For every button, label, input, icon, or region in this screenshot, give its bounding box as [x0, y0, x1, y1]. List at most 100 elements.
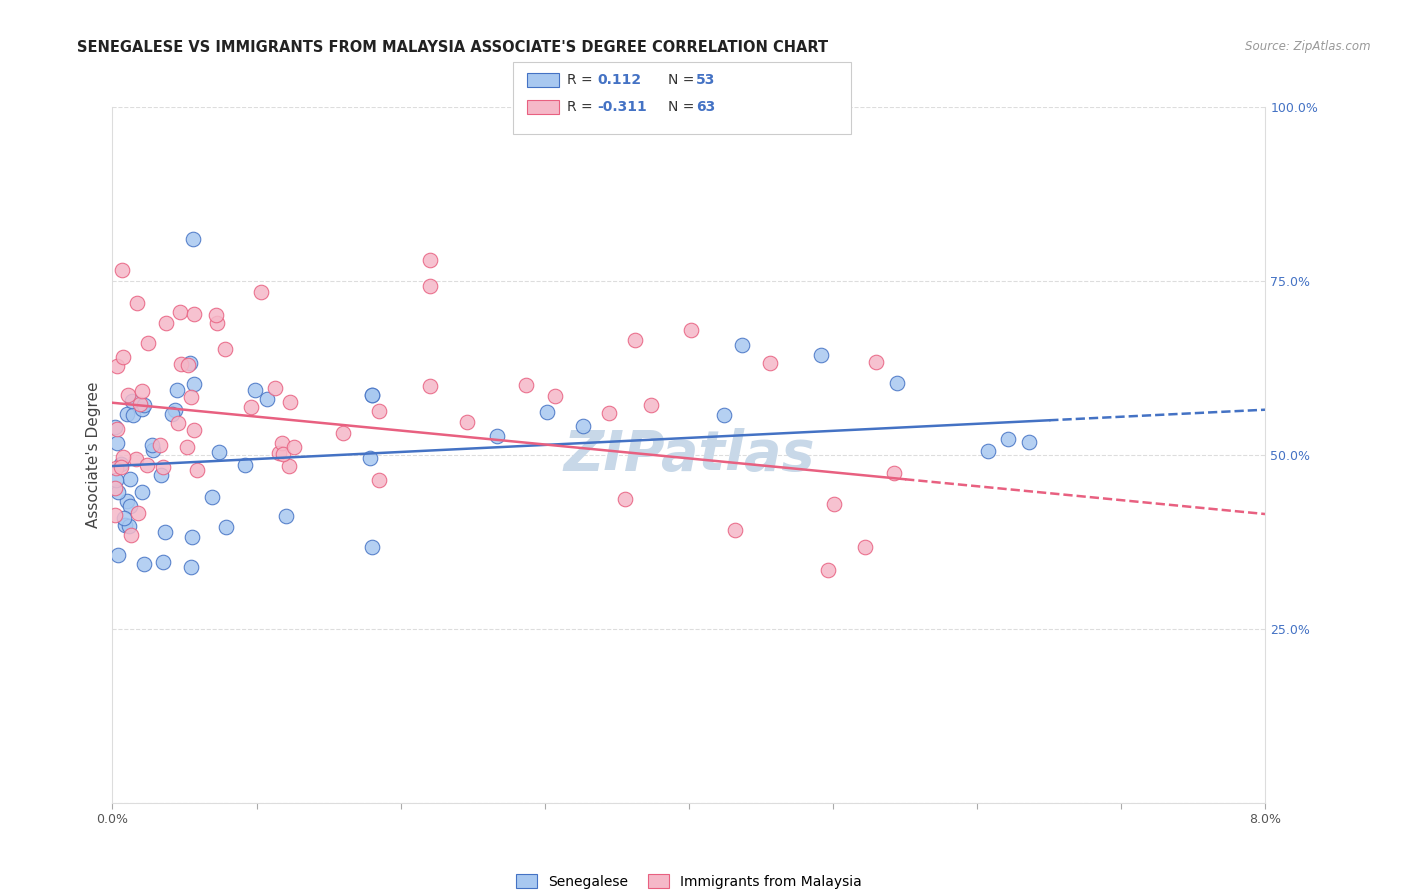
- Point: [1018, 434, 1040, 449]
- Point: [166, 383, 188, 397]
- Point: [142, 442, 165, 457]
- Point: [110, 459, 132, 474]
- Point: [104, 473, 127, 487]
- Point: [886, 376, 908, 391]
- Point: [131, 402, 153, 417]
- Point: [132, 558, 155, 572]
- Text: SENEGALESE VS IMMIGRANTS FROM MALAYSIA ASSOCIATE'S DEGREE CORRELATION CHART: SENEGALESE VS IMMIGRANTS FROM MALAYSIA A…: [77, 40, 828, 55]
- Point: [759, 356, 782, 370]
- Point: [112, 510, 135, 524]
- Point: [724, 524, 747, 538]
- Point: [456, 415, 478, 429]
- Point: [105, 422, 128, 436]
- Text: R =: R =: [567, 100, 596, 114]
- Point: [160, 407, 183, 421]
- Point: [125, 451, 148, 466]
- Point: [121, 393, 143, 408]
- Point: [235, 458, 257, 472]
- Point: [104, 481, 127, 495]
- Point: [181, 530, 204, 544]
- Text: -0.311: -0.311: [598, 100, 647, 114]
- Point: [853, 540, 876, 554]
- Point: [486, 428, 509, 442]
- Legend: Senegalese, Immigrants from Malaysia: Senegalese, Immigrants from Malaysia: [510, 869, 868, 892]
- Point: [176, 359, 198, 373]
- Point: [183, 307, 205, 321]
- Point: [204, 308, 226, 322]
- Point: [120, 528, 142, 542]
- Point: [170, 357, 193, 371]
- Point: [169, 305, 191, 319]
- Text: N =: N =: [668, 100, 699, 114]
- Point: [127, 506, 149, 520]
- Point: [215, 520, 238, 534]
- Point: [115, 407, 138, 421]
- Point: [368, 473, 391, 487]
- Point: [360, 387, 382, 401]
- Point: [183, 377, 205, 392]
- Point: [131, 384, 153, 398]
- Point: [114, 517, 136, 532]
- Point: [823, 497, 845, 511]
- Point: [107, 485, 129, 500]
- Point: [131, 484, 153, 499]
- Point: [179, 356, 201, 370]
- Text: R =: R =: [567, 73, 596, 87]
- Point: [283, 440, 305, 454]
- Point: [598, 406, 620, 420]
- Point: [117, 388, 139, 402]
- Point: [111, 350, 134, 364]
- Point: [256, 392, 278, 407]
- Point: [208, 445, 231, 459]
- Point: [640, 398, 662, 412]
- Point: [273, 447, 295, 461]
- Point: [419, 379, 441, 393]
- Point: [125, 296, 148, 310]
- Point: [115, 494, 138, 508]
- Point: [136, 458, 159, 472]
- Point: [267, 446, 290, 460]
- Text: N =: N =: [668, 73, 699, 87]
- Point: [111, 450, 134, 464]
- Point: [276, 508, 298, 523]
- Point: [360, 388, 382, 402]
- Point: [186, 463, 208, 477]
- Point: [149, 438, 172, 452]
- Point: [111, 263, 134, 277]
- Point: [155, 316, 177, 330]
- Point: [132, 398, 155, 412]
- Point: [624, 333, 647, 347]
- Point: [176, 440, 198, 454]
- Text: 63: 63: [696, 100, 716, 114]
- Point: [515, 377, 537, 392]
- Point: [360, 540, 382, 554]
- Point: [183, 423, 205, 437]
- Point: [249, 285, 271, 299]
- Point: [150, 468, 173, 483]
- Point: [332, 425, 354, 440]
- Point: [572, 419, 595, 434]
- Point: [419, 252, 441, 267]
- Point: [240, 400, 263, 414]
- Point: [105, 359, 128, 373]
- Y-axis label: Associate's Degree: Associate's Degree: [86, 382, 101, 528]
- Point: [136, 336, 159, 351]
- Point: [183, 232, 205, 246]
- Point: [122, 408, 145, 422]
- Point: [107, 548, 129, 562]
- Point: [264, 381, 287, 395]
- Point: [117, 519, 139, 533]
- Text: Source: ZipAtlas.com: Source: ZipAtlas.com: [1246, 40, 1371, 54]
- Point: [977, 444, 1000, 458]
- Point: [163, 403, 186, 417]
- Point: [128, 396, 150, 410]
- Point: [118, 500, 141, 514]
- Point: [368, 404, 391, 418]
- Point: [278, 395, 301, 409]
- Point: [679, 323, 702, 337]
- Point: [201, 490, 224, 504]
- Point: [104, 420, 127, 434]
- Point: [104, 508, 127, 523]
- Point: [883, 466, 905, 480]
- Point: [205, 316, 228, 330]
